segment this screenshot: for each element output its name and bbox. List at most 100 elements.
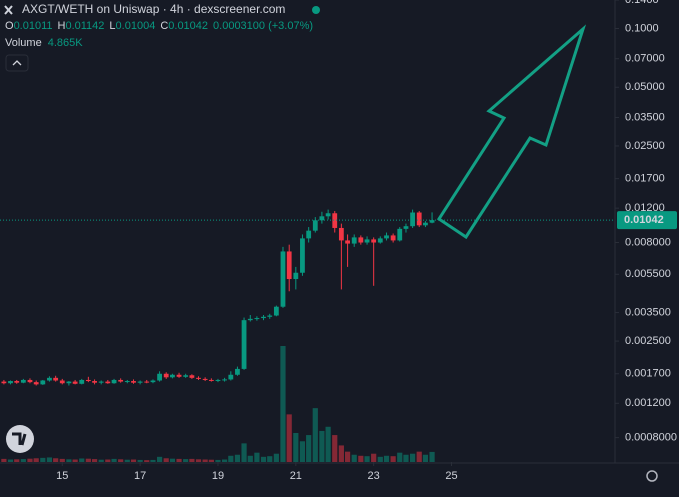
volume-bar <box>111 458 117 462</box>
y-tick-label: 0.05000 <box>625 81 665 93</box>
volume-bar <box>358 455 364 462</box>
candle-body <box>416 212 422 226</box>
candle-body <box>20 379 26 383</box>
arrow-annotation <box>436 24 587 240</box>
candle-body <box>254 318 260 320</box>
volume-bar <box>241 443 247 462</box>
candle-body <box>332 213 338 228</box>
ohlc-value: 0.01011 <box>14 20 53 32</box>
volume-bar <box>390 456 396 462</box>
volume-bar <box>130 459 137 462</box>
volume-bar <box>46 457 53 462</box>
y-tick-label: 0.03500 <box>625 111 665 123</box>
ohlc-letter: C <box>160 20 168 32</box>
volume-bar <box>14 459 20 462</box>
candle-body <box>261 316 266 319</box>
candle-body <box>202 378 208 380</box>
y-tick-label: 0.1400 <box>625 0 659 6</box>
volume-bar <box>247 455 253 462</box>
x-tick-label: 25 <box>445 470 457 482</box>
y-tick-label: 0.0008000 <box>625 432 677 444</box>
candle-body <box>267 315 273 317</box>
candle-body <box>150 380 156 383</box>
volume-bar <box>7 459 14 462</box>
volume-value: 4.865K <box>48 37 84 49</box>
volume-bar <box>53 458 59 462</box>
ohlc-letter: L <box>109 20 115 32</box>
y-tick-label: 0.01700 <box>625 173 665 185</box>
x-tick-label: 23 <box>368 470 380 482</box>
candle-body <box>358 237 364 243</box>
candle-body <box>189 375 195 378</box>
candle-body <box>215 379 221 381</box>
candle-body <box>235 368 240 375</box>
candle-body <box>111 379 117 384</box>
volume-bar <box>383 455 390 462</box>
candle-body <box>27 379 33 383</box>
y-tick-label: 0.001200 <box>625 397 671 409</box>
candle-body <box>280 251 286 307</box>
volume-bar <box>72 459 78 462</box>
y-tick-label: 0.008000 <box>625 236 671 248</box>
status-dot <box>312 6 320 14</box>
volume-bar <box>422 454 429 462</box>
ohlc-value: 0.01042 <box>168 20 208 32</box>
volume-bar <box>267 456 273 462</box>
candle-body <box>364 239 370 243</box>
volume-bar <box>221 459 228 462</box>
volume-bar <box>150 459 156 462</box>
volume-bar <box>306 435 312 462</box>
candle-body <box>170 374 175 378</box>
candle-body <box>124 381 130 383</box>
candle-body <box>33 382 39 385</box>
volume-bar <box>403 454 409 462</box>
candle-body <box>85 379 91 382</box>
candle-body <box>66 381 72 384</box>
candle-body <box>163 373 169 378</box>
candle-body <box>92 381 97 383</box>
ohlc-legend: O0.01011 H0.01142 L0.01004 C0.01042 0.000310… <box>5 20 313 32</box>
volume-bar <box>312 408 318 462</box>
y-tick-label: 0.001700 <box>625 368 671 380</box>
last-price-box <box>617 211 677 230</box>
chart-title: AXGT/WETH on Uniswap · 4h · dexscreener.… <box>22 2 285 16</box>
volume-bar <box>144 460 150 462</box>
volume-bar <box>79 458 85 462</box>
volume-bar <box>228 455 234 462</box>
volume-bar <box>20 459 26 462</box>
candle-body <box>137 381 143 383</box>
y-tick-label: 0.07000 <box>625 53 665 65</box>
volume-bar <box>176 458 182 462</box>
x-tick-label: 19 <box>212 470 224 482</box>
volume-bar <box>254 452 260 462</box>
volume-bar <box>189 458 195 462</box>
volume-bar <box>319 430 325 462</box>
tv-logo-mark <box>12 432 27 446</box>
candle-body <box>14 381 20 383</box>
y-tick-label: 0.02500 <box>625 140 665 152</box>
volume-bar <box>293 433 299 462</box>
candle-body <box>325 213 331 217</box>
volume-bar <box>33 458 39 462</box>
candle-body <box>8 381 13 384</box>
volume-bar <box>195 459 202 462</box>
volume-bar <box>338 445 344 462</box>
volume-bar <box>163 458 169 462</box>
x-tick-label: 21 <box>290 470 302 482</box>
volume-bar <box>371 453 377 462</box>
volume-bar <box>59 458 65 462</box>
candle-body <box>53 377 59 381</box>
volume-bar <box>429 451 435 462</box>
volume-layer <box>1 346 435 462</box>
volume-bar <box>137 459 143 462</box>
candle-body <box>79 379 85 384</box>
candle-body <box>247 318 253 321</box>
candle-body <box>390 235 396 241</box>
settings-icon[interactable] <box>646 470 658 482</box>
volume-bar <box>416 451 422 462</box>
collapse-button[interactable] <box>5 54 29 72</box>
candle-body <box>403 226 409 229</box>
candle-body <box>319 216 325 221</box>
volume-bar <box>286 414 292 462</box>
